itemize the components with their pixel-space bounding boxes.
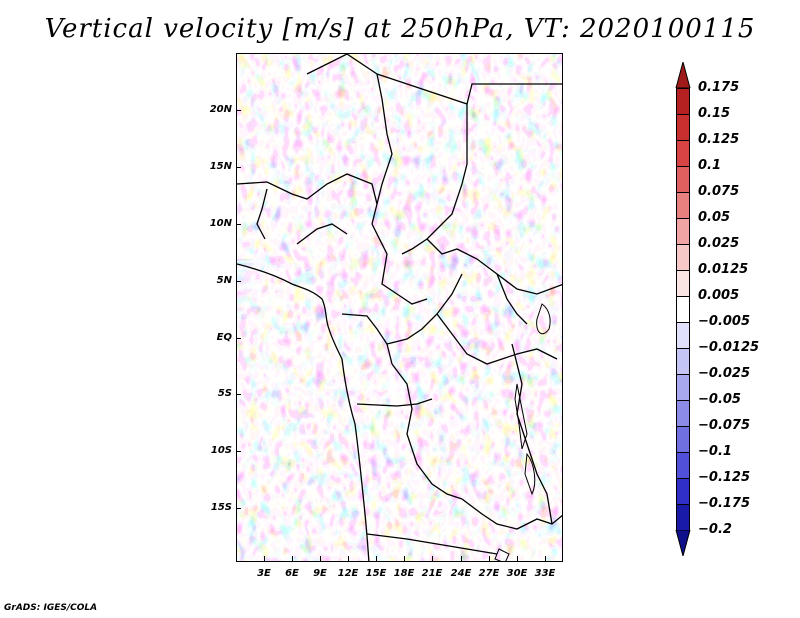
colorbar-label: −0.2 xyxy=(698,522,732,537)
y-tick-mark xyxy=(236,508,241,509)
y-tick-mark xyxy=(236,338,241,339)
y-tick-mark xyxy=(236,110,241,111)
colorbar-segment xyxy=(676,296,690,323)
x-tick-mark xyxy=(292,556,293,561)
x-tick-label: 15E xyxy=(365,568,387,579)
x-tick-mark xyxy=(545,556,546,561)
x-tick-label: 33E xyxy=(534,568,556,579)
colorbar-segment xyxy=(676,348,690,375)
y-tick-mark xyxy=(236,394,241,395)
colorbar-segment xyxy=(676,478,690,505)
colorbar-segment xyxy=(676,270,690,297)
colorbar-segment xyxy=(676,374,690,401)
colorbar-bottom-arrow xyxy=(675,530,691,556)
colorbar-label: −0.005 xyxy=(698,314,751,329)
x-tick-mark xyxy=(461,556,462,561)
x-tick-mark xyxy=(404,556,405,561)
colorbar-label: 0.075 xyxy=(698,184,740,199)
x-tick-label: 24E xyxy=(450,568,472,579)
x-tick-label: 21E xyxy=(421,568,443,579)
colorbar-label: −0.0125 xyxy=(698,340,760,355)
colorbar-label: 0.15 xyxy=(698,106,731,121)
colorbar-label: −0.175 xyxy=(698,496,751,511)
colorbar-segment xyxy=(676,192,690,219)
grads-credit: GrADS: IGES/COLA xyxy=(4,603,98,613)
vertical-velocity-field xyxy=(237,54,562,561)
colorbar-label: 0.025 xyxy=(698,236,740,251)
y-tick-label: 10N xyxy=(209,218,232,229)
y-tick-label: 5S xyxy=(217,388,232,399)
x-tick-mark xyxy=(348,556,349,561)
colorbar-label: 0.05 xyxy=(698,210,731,225)
colorbar-label: 0.175 xyxy=(698,80,740,95)
colorbar-segment xyxy=(676,166,690,193)
y-tick-mark xyxy=(236,224,241,225)
x-tick-mark xyxy=(432,556,433,561)
colorbar-segment xyxy=(676,114,690,141)
y-tick-mark xyxy=(236,281,241,282)
y-tick-label: 5N xyxy=(216,275,232,286)
y-tick-label: EQ xyxy=(216,332,232,343)
y-tick-label: 15S xyxy=(210,502,232,513)
colorbar-top-arrow xyxy=(675,62,691,88)
x-tick-label: 6E xyxy=(285,568,299,579)
map-plot-area xyxy=(236,53,563,562)
x-tick-label: 9E xyxy=(313,568,327,579)
colorbar-segment xyxy=(676,452,690,479)
x-tick-mark xyxy=(376,556,377,561)
colorbar-segment xyxy=(676,140,690,167)
x-tick-mark xyxy=(489,556,490,561)
colorbar-segment xyxy=(676,426,690,453)
y-tick-mark xyxy=(236,167,241,168)
colorbar-label: −0.05 xyxy=(698,392,741,407)
x-tick-label: 27E xyxy=(478,568,500,579)
y-tick-label: 15N xyxy=(209,161,232,172)
colorbar-label: 0.0125 xyxy=(698,262,749,277)
chart-title: Vertical velocity [m/s] at 250hPa, VT: 2… xyxy=(44,14,756,44)
colorbar-segment xyxy=(676,218,690,245)
colorbar-segment xyxy=(676,244,690,271)
y-tick-label: 20N xyxy=(209,104,232,115)
y-tick-label: 10S xyxy=(210,445,232,456)
x-tick-mark xyxy=(517,556,518,561)
y-tick-mark xyxy=(236,451,241,452)
colorbar-segment xyxy=(676,322,690,349)
x-tick-mark xyxy=(320,556,321,561)
colorbar-label: −0.1 xyxy=(698,444,732,459)
x-tick-label: 3E xyxy=(257,568,271,579)
x-tick-label: 18E xyxy=(393,568,415,579)
x-tick-label: 30E xyxy=(506,568,528,579)
country-borders xyxy=(237,54,562,561)
lake-outlines xyxy=(494,303,551,561)
colorbar-label: −0.075 xyxy=(698,418,751,433)
x-tick-label: 12E xyxy=(337,568,359,579)
colorbar-segment xyxy=(676,88,690,115)
x-tick-mark xyxy=(264,556,265,561)
colorbar-segment xyxy=(676,400,690,427)
colorbar-label: −0.025 xyxy=(698,366,751,381)
colorbar-label: 0.125 xyxy=(698,132,740,147)
colorbar-label: −0.125 xyxy=(698,470,751,485)
colorbar-label: 0.005 xyxy=(698,288,740,303)
colorbar-label: 0.1 xyxy=(698,158,722,173)
colorbar-segment xyxy=(676,504,690,531)
